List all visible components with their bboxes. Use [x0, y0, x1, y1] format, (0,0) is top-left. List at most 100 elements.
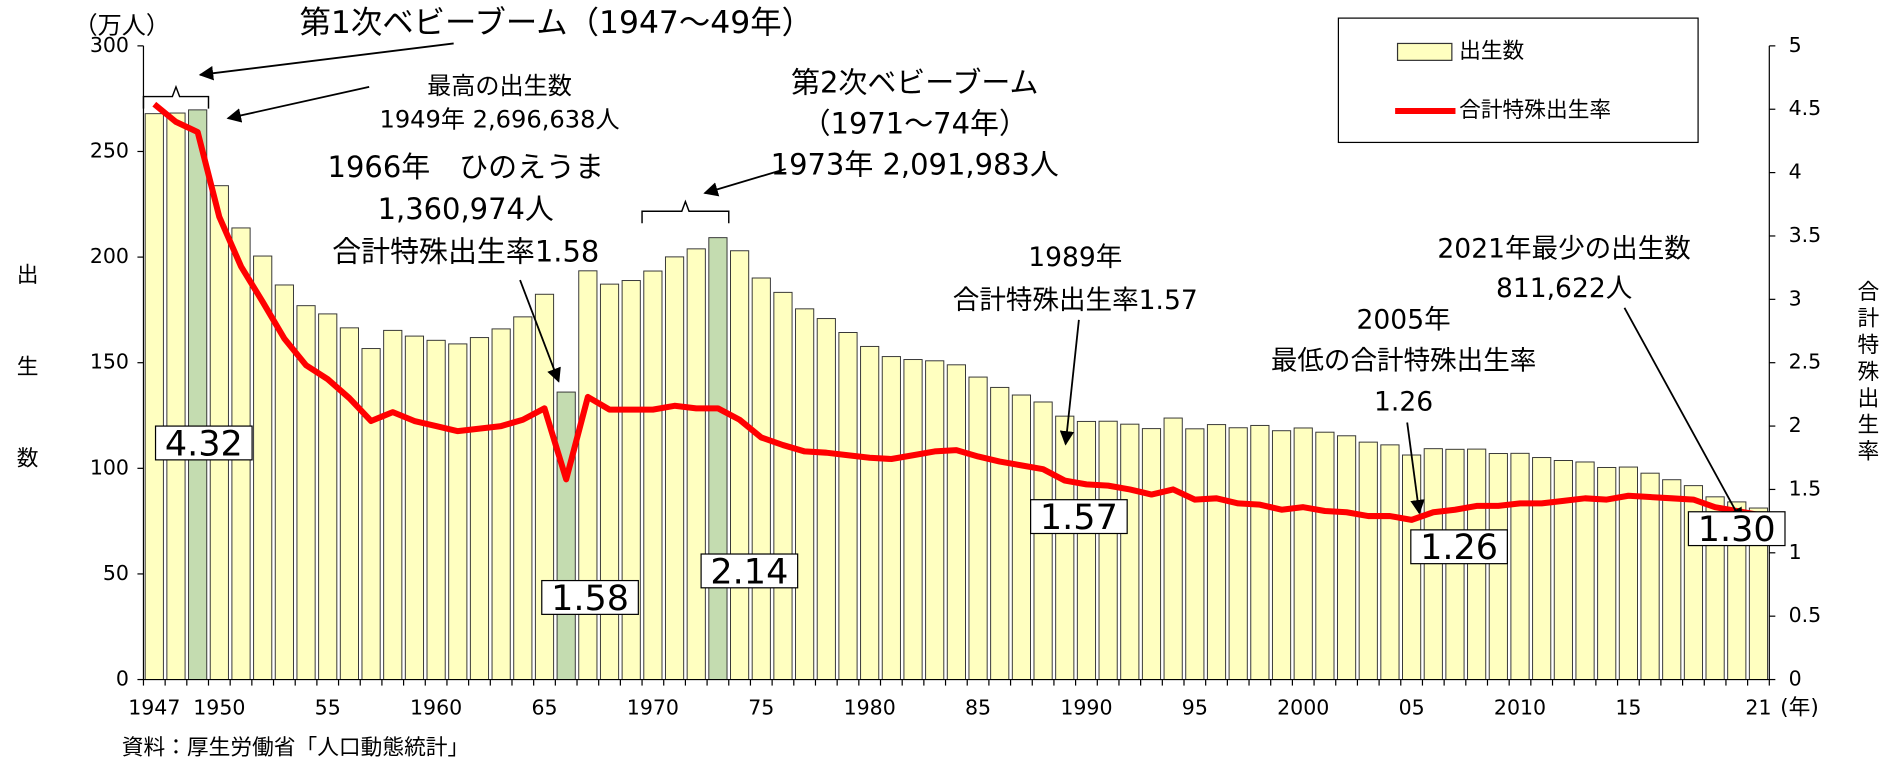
bar	[1185, 428, 1205, 681]
value-label-box	[1410, 529, 1508, 565]
x-tick-label: 1950	[193, 696, 245, 720]
bar	[556, 391, 576, 681]
value-label: 1.57	[1040, 498, 1118, 538]
bar	[643, 270, 663, 681]
bar	[686, 248, 706, 681]
annotation-text: 合計特殊出生率1.57	[953, 285, 1198, 316]
annotation-text: 1.26	[1374, 387, 1433, 418]
bar	[1141, 428, 1162, 681]
x-tick-label: 15	[1615, 696, 1641, 720]
bar	[1055, 415, 1075, 681]
bar	[1358, 441, 1378, 681]
bracket	[142, 84, 210, 109]
bar	[534, 293, 555, 681]
annotation-arrow	[226, 86, 370, 123]
bar	[751, 277, 771, 681]
bar	[426, 339, 446, 681]
y2-tick-label: 2	[1789, 413, 1802, 437]
bar	[621, 280, 641, 681]
value-label-box	[1030, 499, 1128, 535]
bar	[1640, 472, 1660, 681]
x-tick-label: 75	[748, 696, 774, 720]
bar	[318, 313, 338, 681]
bar	[1098, 420, 1118, 681]
value-label: 1.26	[1420, 528, 1498, 568]
x-tick-label: 2000	[1277, 696, 1329, 720]
annotation-text: 1,360,974人	[378, 192, 554, 226]
bar	[968, 376, 988, 681]
y-tick-label: 250	[90, 138, 129, 162]
annotation-text: 最高の出生数	[427, 72, 572, 100]
legend-label: 出生数	[1459, 39, 1524, 64]
bar	[990, 386, 1010, 681]
bar	[1120, 423, 1140, 681]
legend-box	[1337, 17, 1699, 144]
bar	[513, 316, 533, 681]
y-tick-label: 200	[90, 244, 129, 268]
y-tick-label: 100	[90, 455, 129, 479]
bar	[1206, 424, 1227, 681]
annotations: 第1次ベビーブーム（1947〜49年） 最高の出生数 1949年 2,696,638…	[142, 5, 1786, 619]
y2-tick-label: 2.5	[1789, 350, 1822, 374]
annotation-text: 第2次ベビーブーム	[791, 65, 1038, 99]
bar	[1250, 424, 1270, 681]
x-axis-unit: (年)	[1780, 696, 1819, 721]
value-label: 1.30	[1698, 510, 1776, 550]
annotation-text: 811,622人	[1496, 273, 1632, 304]
bar	[664, 256, 685, 681]
bar	[144, 113, 164, 681]
bar	[1271, 430, 1292, 681]
bar	[708, 237, 728, 681]
legend-swatch	[1396, 42, 1453, 61]
value-label-box	[154, 425, 253, 461]
value-label: 2.14	[710, 552, 788, 592]
annotation-text: 1989年	[1028, 242, 1122, 273]
x-tick-label: 05	[1399, 696, 1425, 720]
bar	[491, 328, 511, 681]
bar	[361, 348, 381, 681]
bar	[860, 345, 880, 681]
value-label-box	[700, 553, 799, 589]
y-axis-title: 出生数	[13, 263, 38, 538]
bar	[1293, 427, 1313, 681]
y-tick-label: 50	[103, 561, 129, 585]
annotation-text: 第1次ベビーブーム（1947〜49年）	[300, 5, 813, 41]
bar	[881, 356, 901, 681]
y2-tick-label: 3.5	[1789, 223, 1822, 247]
annotation-arrow	[519, 279, 561, 383]
bar	[1228, 427, 1248, 681]
bar	[1575, 461, 1595, 681]
bar	[448, 343, 468, 681]
y2-tick-label: 0.5	[1789, 603, 1822, 627]
bar	[1033, 401, 1053, 681]
annotation-arrow	[1406, 422, 1425, 515]
annotation-arrow	[1059, 319, 1080, 446]
bar	[1402, 454, 1422, 681]
y-tick-label: 300	[90, 33, 129, 57]
x-tick-label: 1990	[1060, 696, 1112, 720]
bar	[1510, 452, 1530, 681]
source-note: 資料：厚生労働省「人口動態統計」	[122, 735, 470, 758]
x-tick-label: 1980	[844, 696, 896, 720]
bar	[1380, 444, 1400, 681]
annotation-text: 1949年 2,696,638人	[379, 106, 619, 134]
x-tick-label: 65	[531, 696, 557, 720]
bar	[1553, 460, 1573, 681]
bar	[339, 327, 359, 681]
x-tick-label: 1960	[410, 696, 462, 720]
annotation-arrow	[1623, 307, 1743, 523]
bar	[1163, 417, 1183, 681]
annotation-arrow	[703, 168, 786, 197]
x-tick-label: 95	[1182, 696, 1208, 720]
x-tick-label: 1947	[128, 696, 180, 720]
bar	[188, 109, 208, 681]
bar	[816, 318, 836, 681]
bar	[795, 308, 815, 681]
bar	[773, 291, 793, 681]
x-tick-label: 21	[1745, 696, 1771, 720]
bracket	[641, 199, 730, 224]
x-tick-label: 85	[965, 696, 991, 720]
value-label-box	[1687, 511, 1786, 547]
value-label-box	[541, 579, 639, 615]
